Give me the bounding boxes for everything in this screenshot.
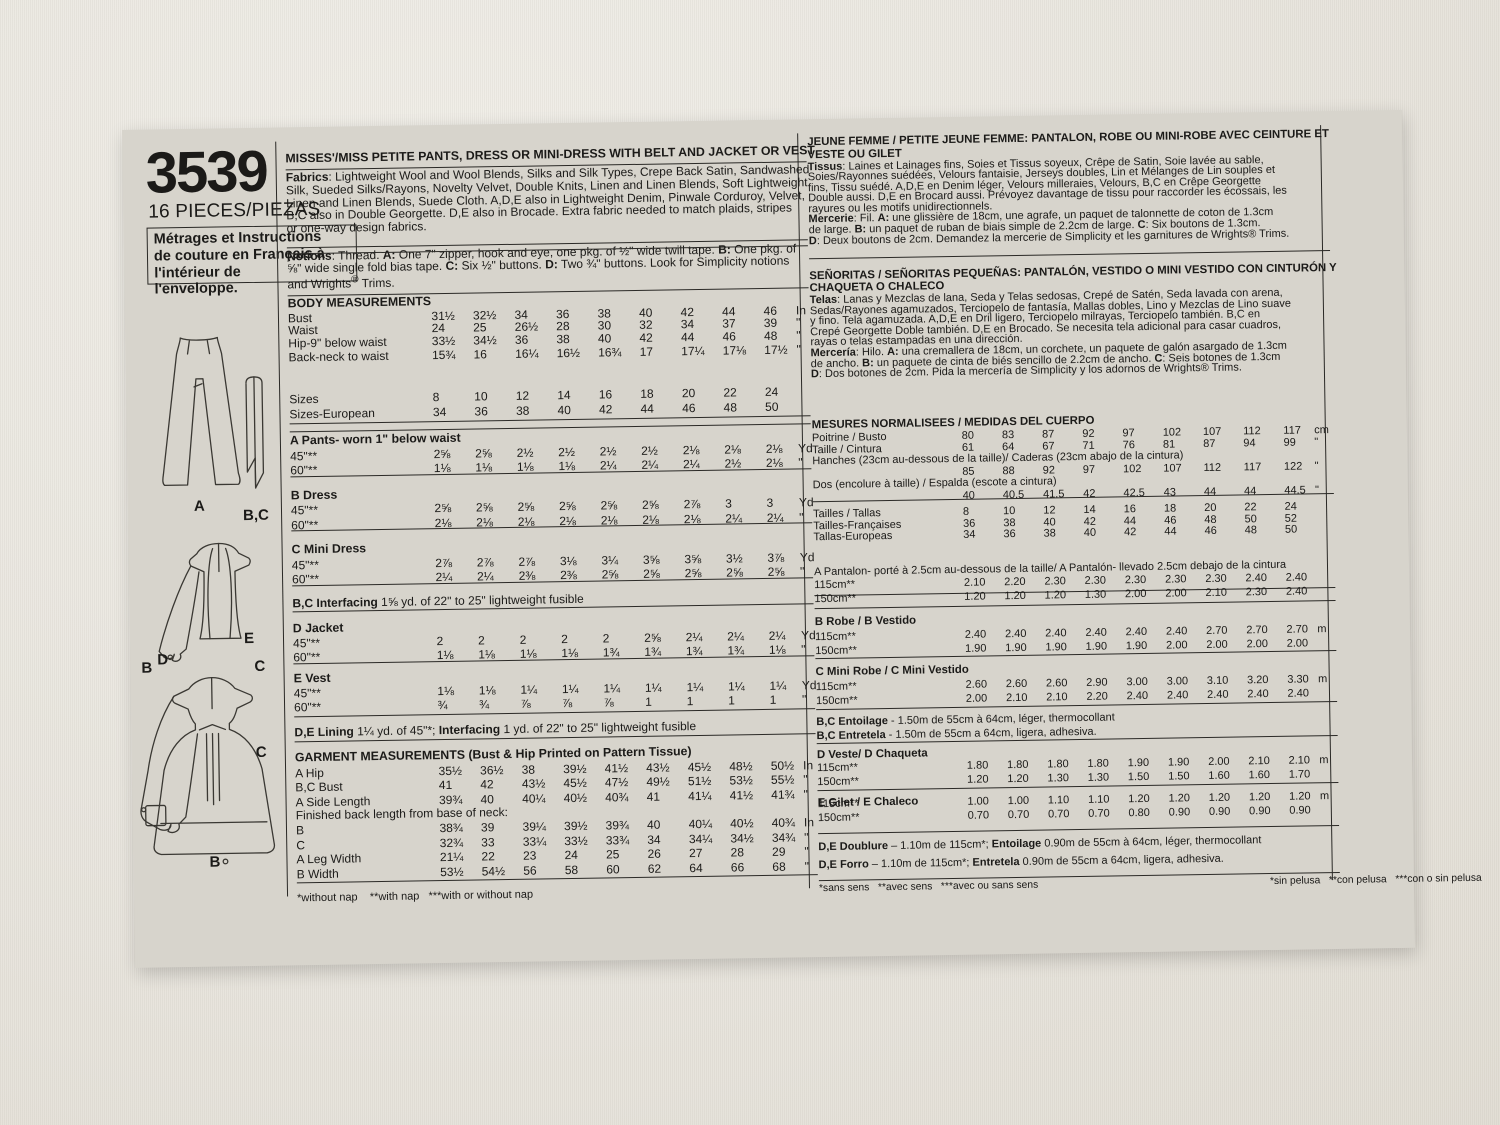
svg-text:B: B bbox=[141, 660, 152, 677]
svg-text:B,C: B,C bbox=[243, 507, 269, 524]
svg-text:D: D bbox=[157, 651, 168, 668]
svg-text:E: E bbox=[244, 630, 254, 647]
svg-text:B: B bbox=[209, 854, 220, 871]
svg-text:C: C bbox=[254, 658, 265, 675]
svg-text:A: A bbox=[194, 498, 205, 515]
svg-text:C: C bbox=[256, 744, 267, 761]
